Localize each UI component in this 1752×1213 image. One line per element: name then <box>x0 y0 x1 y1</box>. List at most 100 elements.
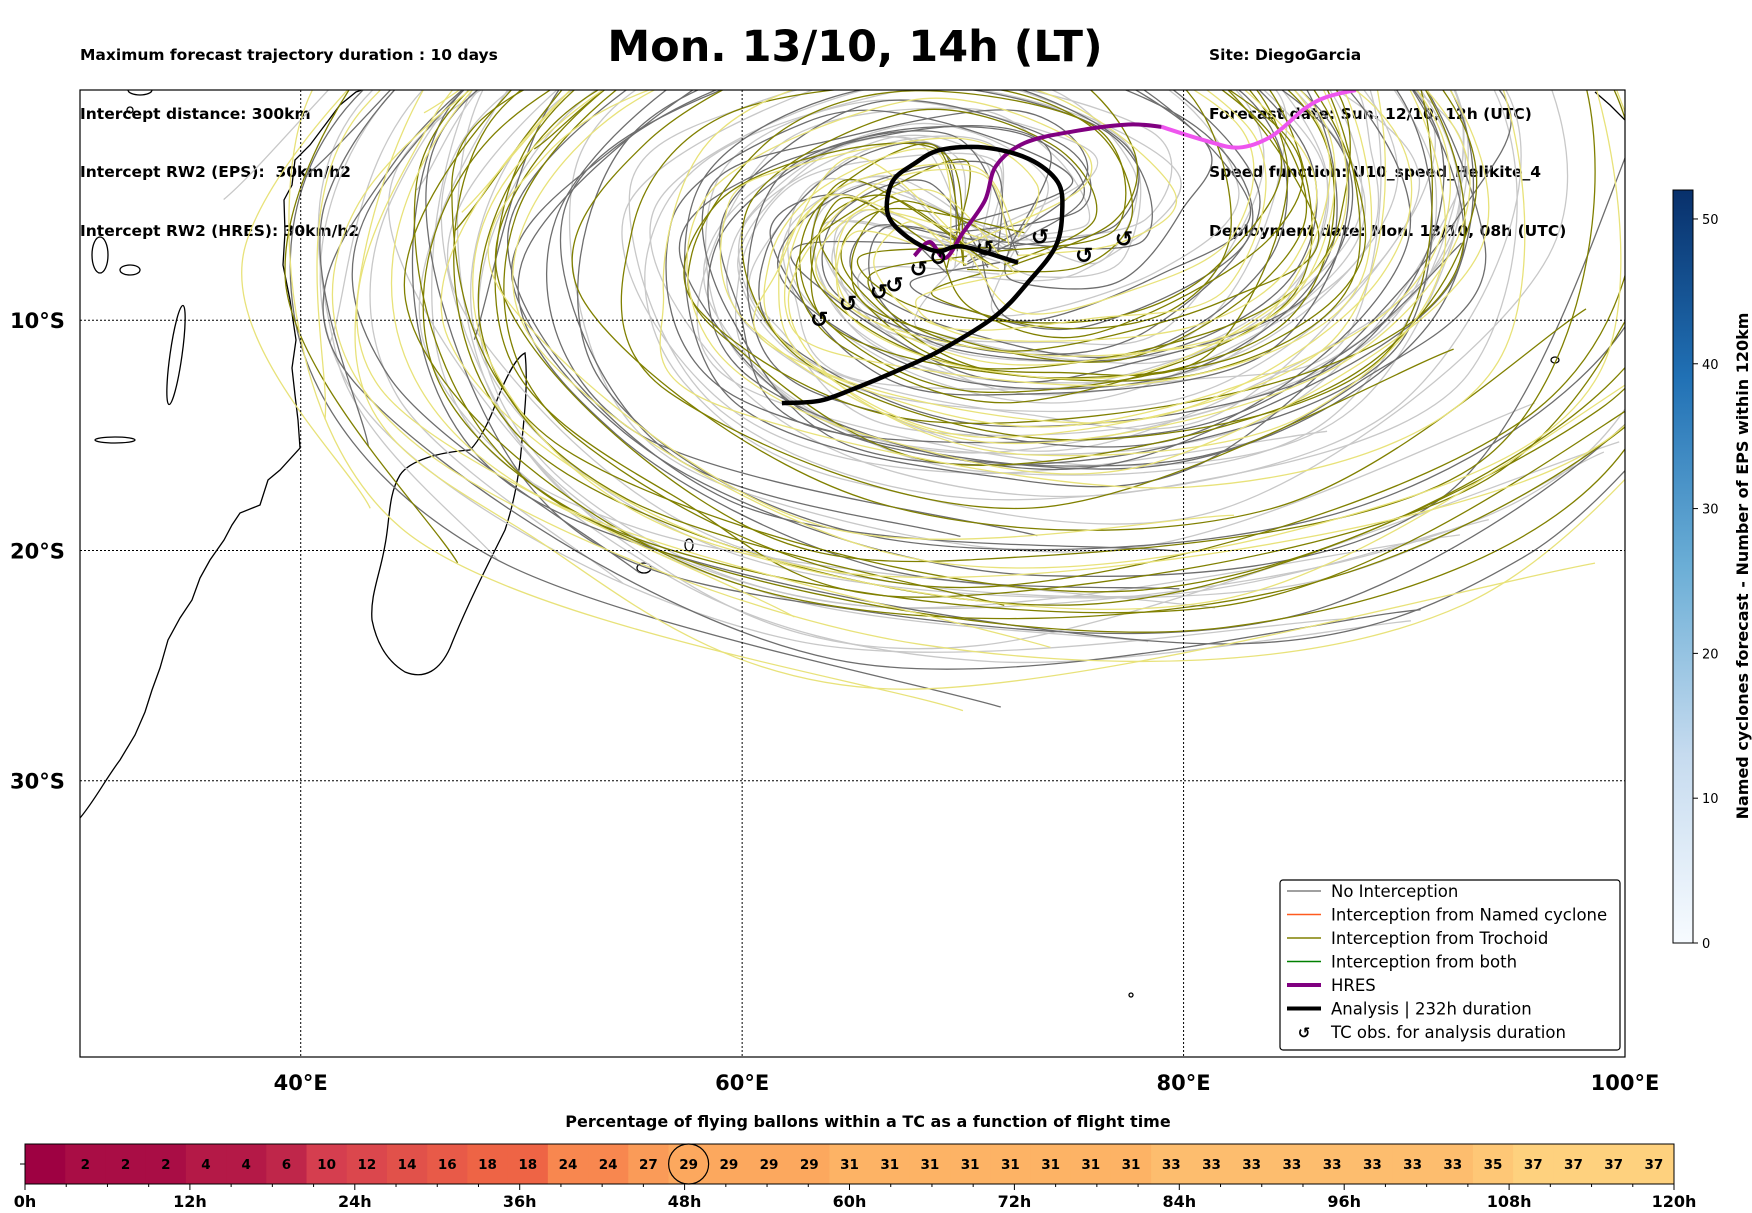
strip-hour-label: 60h <box>833 1192 867 1211</box>
legend-label: Interception from Trochoid <box>1331 929 1548 948</box>
colorbar-gradient <box>1672 189 1694 944</box>
strip-cell <box>1472 1144 1514 1184</box>
eps-trajectory-line <box>665 90 1475 470</box>
eps-trajectory-line <box>453 90 1625 606</box>
strip-cell <box>588 1144 629 1184</box>
colorbar-ticks: 0 10 20 30 40 50 <box>1693 213 1719 952</box>
strip-value: 12 <box>357 1157 376 1173</box>
max-duration-text: Maximum forecast trajectory duration : 1… <box>80 46 498 64</box>
strip-hour-label: 96h <box>1327 1192 1361 1211</box>
strip-value: 33 <box>1162 1157 1181 1173</box>
legend-label: No Interception <box>1331 882 1458 901</box>
strip-cell <box>1030 1144 1072 1184</box>
colorbar-tick-label: 0 <box>1702 937 1710 952</box>
strip-value: 33 <box>1283 1157 1302 1173</box>
colorbar-tick-label: 30 <box>1702 503 1719 518</box>
eps-trajectory-line <box>440 90 1625 579</box>
strip-value: 37 <box>1604 1157 1623 1173</box>
eps-trajectory-line <box>473 90 1318 362</box>
lon-tick-label: 40°E <box>274 1071 328 1095</box>
eps-trajectory-line <box>369 90 1382 585</box>
legend-entry: No Interception <box>1287 882 1458 901</box>
strip-value: 14 <box>398 1157 417 1173</box>
eps-trajectory-line <box>517 90 1213 590</box>
strip-cell <box>1513 1144 1554 1184</box>
strip-cell <box>1271 1144 1313 1184</box>
eps-trajectory-line <box>478 90 1625 610</box>
eps-trajectory-line <box>683 90 1466 425</box>
eps-trajectory-line <box>451 90 1625 593</box>
intercept-hres-text: Intercept RW2 (HRES): 30km/h2 <box>80 221 360 240</box>
eps-trajectory-line <box>758 90 1445 428</box>
eps-trajectory-line <box>351 90 1465 574</box>
strip-cell <box>950 1144 991 1184</box>
chart-title: Mon. 13/10, 14h (LT) <box>607 22 1103 72</box>
intercept-distance-text: Intercept distance: 300km <box>80 104 311 123</box>
strip-value: 29 <box>800 1157 819 1173</box>
strip-cell <box>1231 1144 1273 1184</box>
eps-trajectory-line <box>503 90 1625 589</box>
strip-value: 24 <box>559 1157 578 1173</box>
strip-value: 37 <box>1644 1157 1663 1173</box>
tc-obs-marker: ↺ <box>976 237 994 262</box>
eps-trajectory-line <box>416 90 1421 413</box>
eps-trajectory-line <box>649 90 1518 498</box>
tc-obs-marker: ↺ <box>1031 225 1049 250</box>
legend-entry: Interception from both <box>1287 953 1517 972</box>
lat-tick-label: 20°S <box>10 539 65 563</box>
legend-label: TC obs. for analysis duration <box>1330 1023 1566 1042</box>
strip-cell <box>628 1144 670 1184</box>
strip-value: 31 <box>1001 1157 1020 1173</box>
eps-trajectory-line <box>431 90 1363 609</box>
strip-hour-label: 120h <box>1652 1192 1697 1211</box>
legend-label: Interception from both <box>1331 953 1517 972</box>
percentage-strip: Percentage of flying ballons within a TC… <box>14 1112 1697 1211</box>
eps-trajectory-line <box>737 90 1436 430</box>
eps-trajectory-line <box>390 90 1348 649</box>
strip-value: 29 <box>760 1157 779 1173</box>
eps-trajectory-line <box>472 90 1625 610</box>
strip-hour-label: 84h <box>1162 1192 1196 1211</box>
eps-trajectory-line <box>223 90 1569 525</box>
eps-trajectory-line <box>241 90 1490 509</box>
strip-value: 33 <box>1403 1157 1422 1173</box>
strip-value: 37 <box>1564 1157 1583 1173</box>
strip-cell <box>226 1144 267 1184</box>
strip-cell <box>25 1144 66 1184</box>
strip-cell <box>1151 1144 1192 1184</box>
eps-trajectory-line <box>621 90 1328 475</box>
strip-cell <box>869 1144 911 1184</box>
strip-value: 31 <box>1122 1157 1141 1173</box>
strip-value: 18 <box>478 1157 497 1173</box>
strip-cell <box>789 1144 830 1184</box>
eps-trajectory-line <box>687 90 1478 466</box>
strip-value: 2 <box>121 1157 130 1173</box>
strip-value: 24 <box>599 1157 618 1173</box>
legend-entry: Interception from Named cyclone <box>1287 906 1607 925</box>
strip-value: 18 <box>518 1157 537 1173</box>
eps-trajectory-line <box>718 99 1463 444</box>
legend-label: Analysis | 232h duration <box>1331 1000 1532 1019</box>
strip-value: 29 <box>679 1157 698 1173</box>
colorbar-tick-label: 40 <box>1702 358 1719 373</box>
strip-hour-label: 0h <box>14 1192 37 1211</box>
strip-cell <box>1110 1144 1152 1184</box>
tc-observations: ↺↺↺↺↺↺↺↺↺↺ <box>810 225 1133 333</box>
speed-function-text: Speed function: U10_speed_Helikite_4 <box>1209 163 1542 181</box>
legend-entry: Interception from Trochoid <box>1287 929 1548 948</box>
strip-cell <box>145 1144 187 1184</box>
strip-hour-label: 72h <box>998 1192 1032 1211</box>
strip-value: 33 <box>1202 1157 1221 1173</box>
legend-label: HRES <box>1331 976 1376 995</box>
tc-obs-marker: ↺ <box>839 292 857 317</box>
strip-hour-label: 36h <box>503 1192 537 1211</box>
strip-cells: 2 2 2 4 4 6 10 12 14 16 18 18 24 24 27 29 29 29 29 31 31 31 31… <box>25 1143 1675 1185</box>
latitude-tick-labels: 10°S 20°S 30°S <box>10 309 65 793</box>
strip-cell <box>668 1144 710 1184</box>
hres-line-continued <box>1160 90 1357 150</box>
tc-obs-marker: ↺ <box>909 258 927 283</box>
eps-trajectory-line <box>331 90 1625 663</box>
strip-cell <box>829 1144 871 1184</box>
strip-cell <box>65 1144 106 1184</box>
legend-box <box>1279 879 1621 1051</box>
